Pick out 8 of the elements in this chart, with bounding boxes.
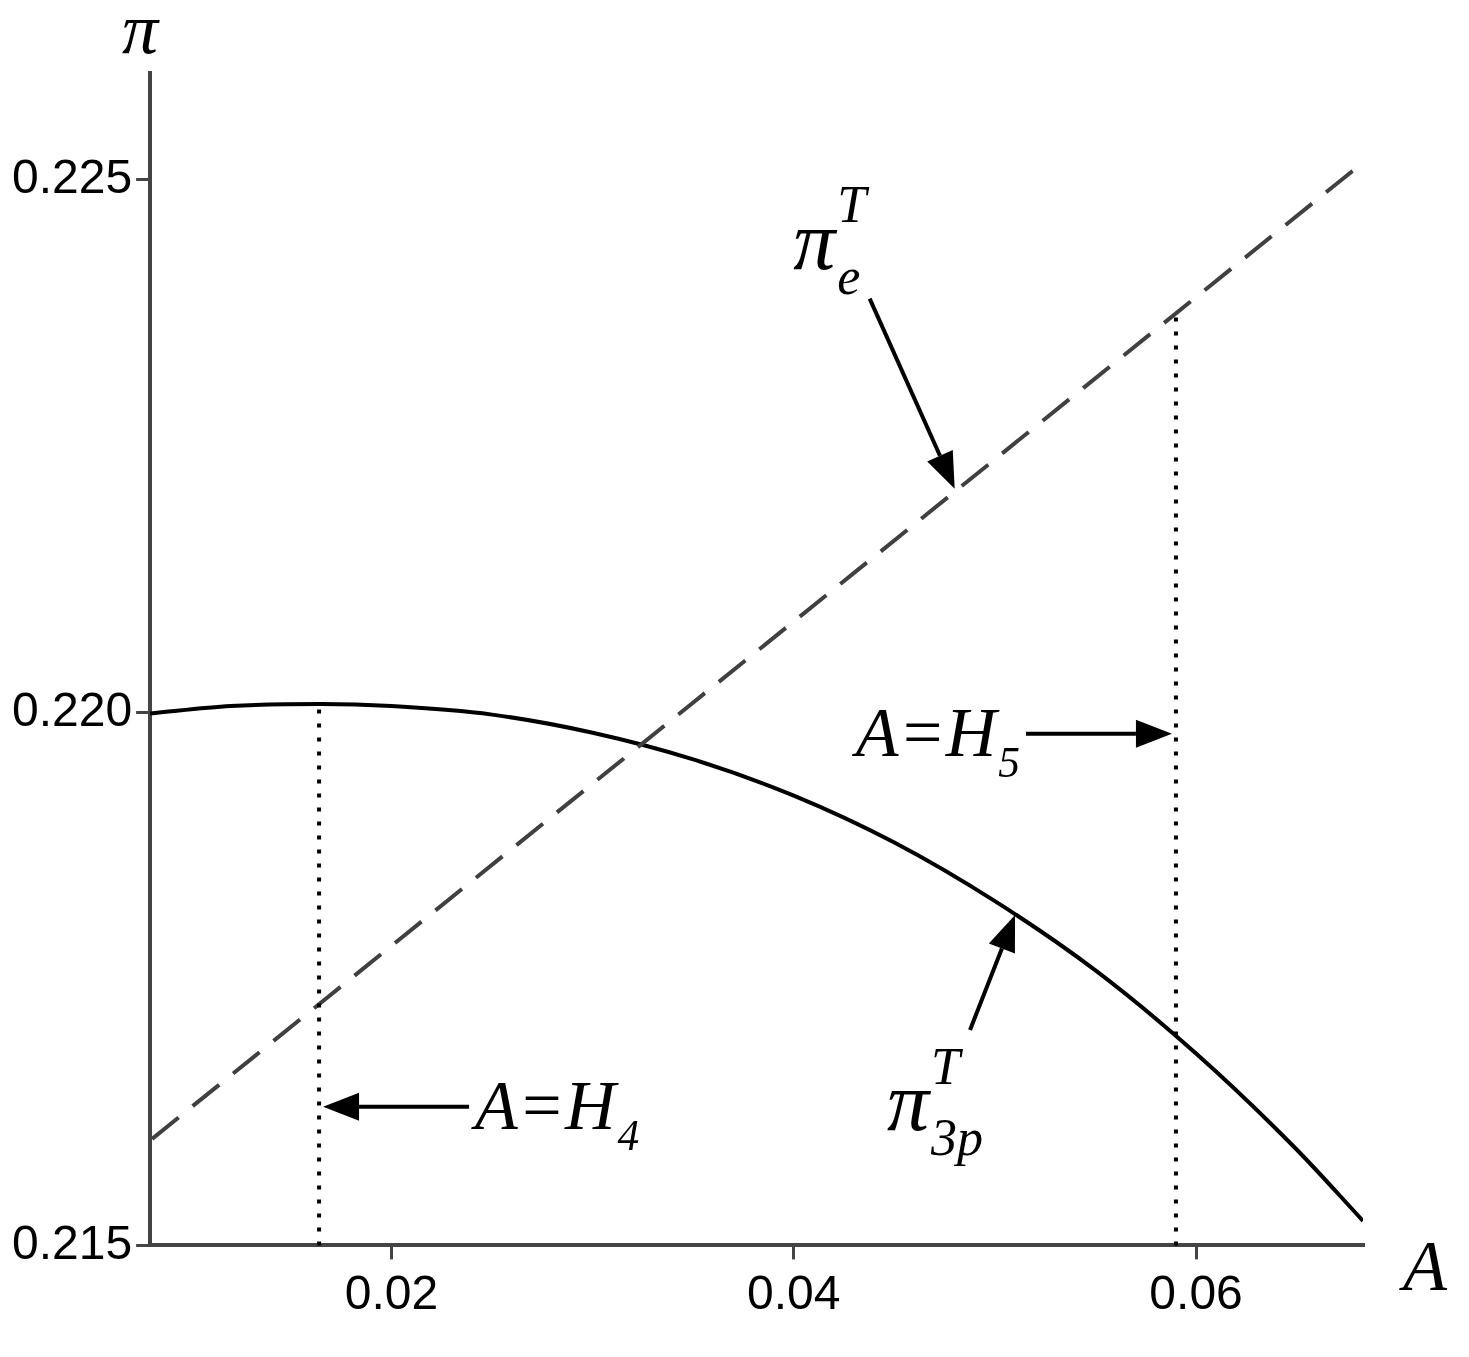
x-tick-label: 0.06 — [1149, 1266, 1243, 1320]
y-tick-label: 0.225 — [11, 149, 133, 203]
x-tick-label: 0.04 — [747, 1266, 841, 1320]
y-axis-title: π — [122, 0, 161, 69]
y-tick-label: 0.220 — [11, 682, 133, 736]
y-tick-label: 0.215 — [11, 1215, 133, 1269]
x-tick-label: 0.02 — [344, 1266, 439, 1320]
x-axis-title: A — [1399, 1226, 1448, 1307]
